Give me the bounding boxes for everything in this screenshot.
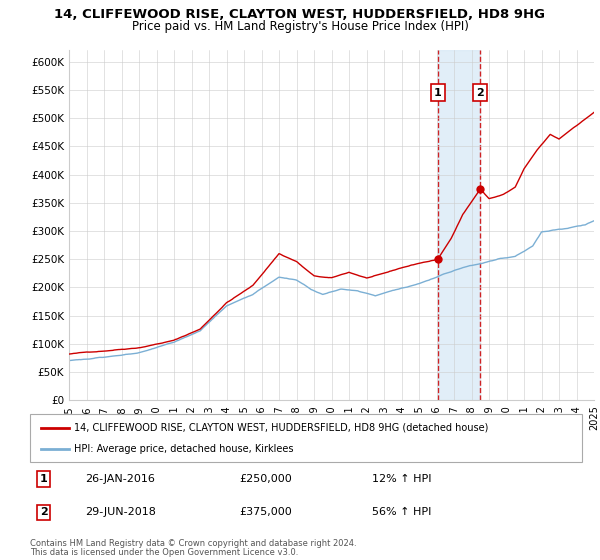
Text: 1: 1	[40, 474, 47, 484]
Text: 2: 2	[476, 88, 484, 98]
Text: 26-JAN-2016: 26-JAN-2016	[85, 474, 155, 484]
Text: £250,000: £250,000	[240, 474, 293, 484]
Text: 56% ↑ HPI: 56% ↑ HPI	[372, 507, 431, 517]
Text: Contains HM Land Registry data © Crown copyright and database right 2024.: Contains HM Land Registry data © Crown c…	[30, 539, 356, 548]
Text: 1: 1	[434, 88, 442, 98]
FancyBboxPatch shape	[30, 414, 582, 462]
Text: 14, CLIFFEWOOD RISE, CLAYTON WEST, HUDDERSFIELD, HD8 9HG: 14, CLIFFEWOOD RISE, CLAYTON WEST, HUDDE…	[55, 8, 545, 21]
Text: 14, CLIFFEWOOD RISE, CLAYTON WEST, HUDDERSFIELD, HD8 9HG (detached house): 14, CLIFFEWOOD RISE, CLAYTON WEST, HUDDE…	[74, 423, 488, 433]
Text: 12% ↑ HPI: 12% ↑ HPI	[372, 474, 432, 484]
Bar	[438, 50, 480, 400]
Text: This data is licensed under the Open Government Licence v3.0.: This data is licensed under the Open Gov…	[30, 548, 298, 557]
Text: £375,000: £375,000	[240, 507, 293, 517]
Text: 2: 2	[40, 507, 47, 517]
Text: 29-JUN-2018: 29-JUN-2018	[85, 507, 156, 517]
Text: HPI: Average price, detached house, Kirklees: HPI: Average price, detached house, Kirk…	[74, 444, 293, 454]
Text: Price paid vs. HM Land Registry's House Price Index (HPI): Price paid vs. HM Land Registry's House …	[131, 20, 469, 32]
